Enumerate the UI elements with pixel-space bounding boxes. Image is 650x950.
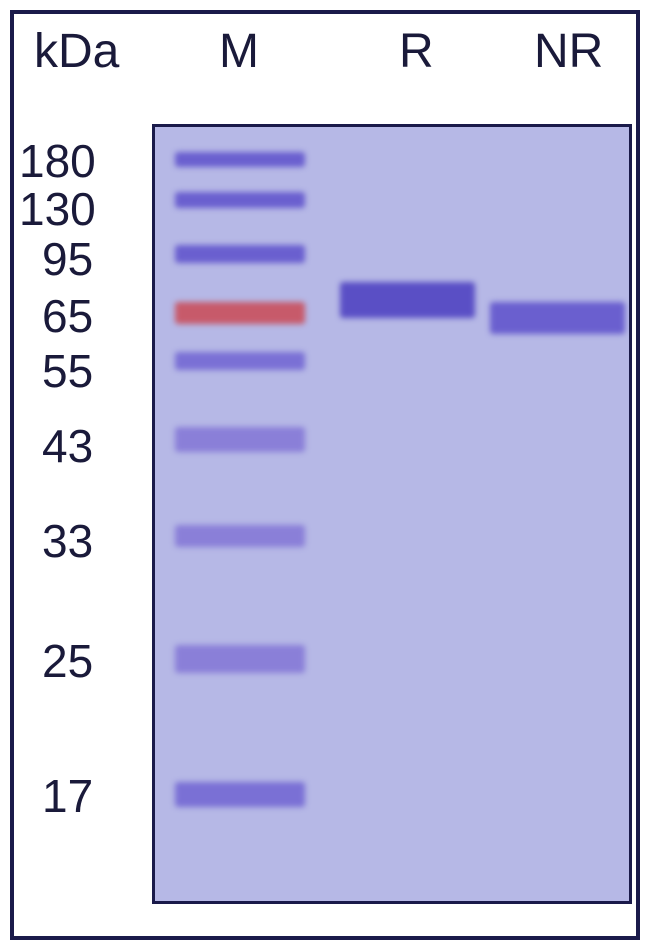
reduced-lane-header: R <box>399 24 434 79</box>
mw-label-130: 130 <box>19 182 96 236</box>
ladder-band-25 <box>175 645 305 673</box>
ladder-band-180 <box>175 152 305 167</box>
gel-image-area <box>152 124 632 904</box>
ladder-band-130 <box>175 192 305 208</box>
mw-label-17: 17 <box>42 769 93 823</box>
ladder-band-17 <box>175 782 305 807</box>
mw-label-25: 25 <box>42 634 93 688</box>
ladder-band-55 <box>175 352 305 370</box>
mw-label-180: 180 <box>19 134 96 188</box>
ladder-band-43 <box>175 427 305 452</box>
mw-label-95: 95 <box>42 232 93 286</box>
gel-figure-frame: kDa M R NR 180130956555 43 33 25 17 <box>10 10 640 940</box>
nonreduced-lane-header: NR <box>534 24 603 79</box>
ladder-band-95 <box>175 245 305 263</box>
kda-header: kDa <box>34 24 119 79</box>
mw-label-65: 65 <box>42 289 93 343</box>
sample-band-reduced <box>340 282 475 318</box>
ladder-band-33 <box>175 525 305 547</box>
mw-label-43: 43 <box>42 419 93 473</box>
marker-lane-header: M <box>219 24 259 79</box>
mw-label-55: 55 <box>42 344 93 398</box>
lane-header-row: kDa M R NR <box>14 24 636 104</box>
ladder-band-65 <box>175 302 305 324</box>
mw-label-33: 33 <box>42 514 93 568</box>
sample-band-nonreduced <box>490 302 625 334</box>
